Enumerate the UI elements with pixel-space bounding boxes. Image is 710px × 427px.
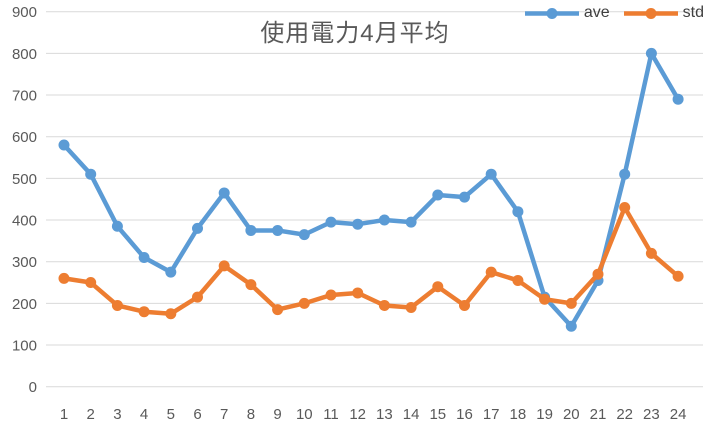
legend: ave std: [523, 4, 704, 22]
ave-series-marker-icon: [524, 7, 579, 19]
y-axis-tick-label: 400: [12, 213, 37, 230]
x-axis-tick-label: 9: [273, 406, 281, 423]
x-axis-tick-label: 21: [590, 406, 607, 423]
data-point-ave: [352, 218, 364, 230]
data-point-ave: [111, 220, 123, 232]
data-point-std: [85, 277, 97, 289]
data-point-std: [512, 274, 524, 286]
y-axis-tick-label: 500: [12, 171, 37, 188]
x-axis-tick-label: 20: [563, 406, 580, 423]
data-point-ave: [58, 139, 70, 151]
data-point-ave: [245, 224, 257, 236]
y-axis-tick-label: 100: [12, 338, 37, 355]
x-axis-tick-label: 17: [483, 406, 500, 423]
data-point-ave: [645, 47, 657, 59]
data-point-std: [111, 299, 123, 311]
x-axis-tick-label: 24: [670, 406, 687, 423]
data-point-std: [432, 281, 444, 293]
data-point-std: [165, 308, 177, 320]
data-point-std: [218, 260, 230, 272]
data-point-ave: [298, 229, 310, 241]
x-axis-tick-label: 18: [510, 406, 527, 423]
legend-label-std: std: [682, 4, 704, 21]
data-point-ave: [272, 224, 284, 236]
y-axis-tick-label: 700: [12, 88, 37, 105]
x-axis-tick-label: 6: [193, 406, 201, 423]
data-point-std: [459, 299, 470, 311]
y-axis-tick-label: 600: [12, 129, 37, 146]
std-series-marker-icon: [623, 7, 678, 19]
x-axis-tick-label: 15: [429, 406, 446, 423]
y-axis-tick-label: 300: [12, 254, 37, 271]
x-axis-tick-label: 22: [616, 406, 633, 423]
data-point-ave: [138, 252, 150, 264]
data-point-std: [619, 202, 631, 214]
data-point-std: [138, 306, 150, 318]
y-axis-tick-label: 0: [29, 379, 37, 396]
data-point-std: [325, 289, 337, 301]
y-axis-tick-label: 200: [12, 296, 37, 313]
data-point-std: [352, 287, 364, 299]
chart-title: 使用電力4月平均: [260, 20, 450, 47]
x-axis-tick-label: 10: [296, 406, 313, 423]
y-axis-tick-label: 800: [12, 46, 37, 63]
data-point-ave: [165, 266, 177, 278]
data-point-ave: [619, 168, 631, 180]
x-axis-tick-label: 7: [220, 406, 228, 423]
data-point-ave: [85, 168, 97, 180]
x-axis-tick-label: 12: [349, 406, 366, 423]
data-point-ave: [378, 214, 390, 226]
data-point-ave: [485, 168, 497, 180]
x-axis-tick-label: 8: [247, 406, 255, 423]
data-point-std: [592, 268, 604, 280]
legend-label-ave: ave: [583, 4, 610, 21]
x-axis-tick-label: 5: [167, 406, 175, 423]
x-axis-tick-label: 1: [60, 406, 68, 423]
data-point-ave: [565, 320, 577, 332]
data-point-ave: [512, 206, 524, 218]
data-point-ave: [432, 189, 444, 201]
data-point-ave: [218, 187, 230, 199]
y-axis-tick-label: 900: [12, 4, 37, 21]
x-axis-tick-label: 13: [376, 406, 393, 423]
data-point-ave: [405, 216, 417, 228]
x-axis-tick-label: 23: [643, 406, 660, 423]
legend-item-std: std: [622, 4, 704, 22]
x-axis-tick-label: 3: [113, 406, 121, 423]
x-axis-tick-label: 19: [536, 406, 553, 423]
x-axis-tick-label: 4: [140, 406, 148, 423]
data-point-std: [192, 291, 203, 303]
x-axis-tick-label: 16: [456, 406, 473, 423]
data-point-std: [58, 272, 70, 284]
data-point-ave: [672, 93, 684, 105]
data-point-std: [565, 297, 577, 309]
legend-item-ave: ave: [523, 4, 610, 22]
data-point-std: [405, 302, 417, 314]
data-point-std: [378, 299, 390, 311]
data-point-std: [672, 270, 684, 282]
x-axis-tick-label: 11: [323, 406, 339, 423]
x-axis-tick-label: 14: [403, 406, 420, 423]
x-axis-tick-label: 2: [87, 406, 95, 423]
data-point-ave: [192, 222, 203, 234]
data-point-std: [298, 297, 310, 309]
data-point-std: [272, 304, 284, 316]
data-point-std: [245, 279, 257, 291]
data-point-std: [485, 266, 497, 278]
data-point-ave: [459, 191, 470, 203]
data-point-ave: [325, 216, 337, 228]
data-point-std: [539, 293, 551, 305]
data-point-std: [645, 247, 657, 259]
